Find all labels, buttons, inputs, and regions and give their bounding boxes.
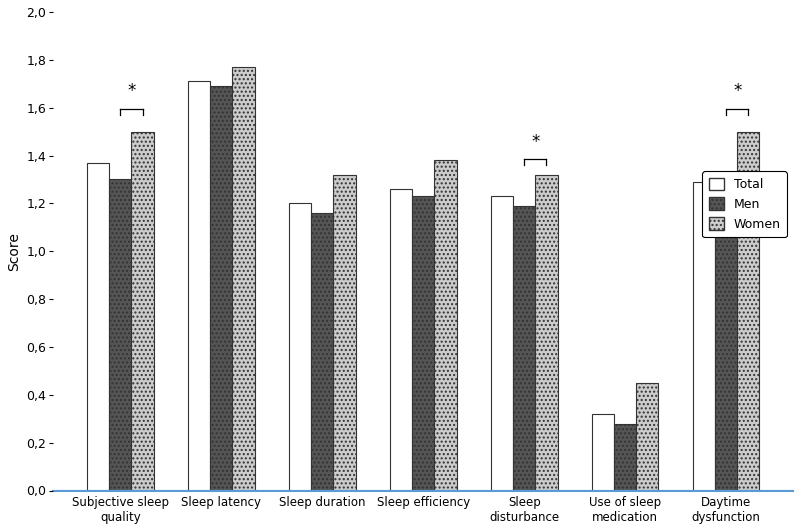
Bar xyxy=(614,424,636,491)
Y-axis label: Score: Score xyxy=(7,232,21,271)
Legend: Total, Men, Women: Total, Men, Women xyxy=(702,172,787,237)
Text: *: * xyxy=(127,82,136,100)
Bar xyxy=(390,189,412,491)
Bar xyxy=(592,414,614,491)
Bar xyxy=(131,132,154,491)
Bar xyxy=(188,81,210,491)
Bar xyxy=(491,196,513,491)
Bar xyxy=(311,213,334,491)
Bar xyxy=(412,196,434,491)
Bar xyxy=(513,205,535,491)
Bar xyxy=(636,383,658,491)
Bar xyxy=(715,205,738,491)
Bar xyxy=(535,175,558,491)
Bar xyxy=(233,67,254,491)
Bar xyxy=(87,162,110,491)
Bar xyxy=(334,175,356,491)
Bar xyxy=(289,203,311,491)
Bar xyxy=(210,86,233,491)
Text: *: * xyxy=(531,133,539,151)
Bar xyxy=(434,160,457,491)
Bar xyxy=(110,179,131,491)
Bar xyxy=(693,182,715,491)
Bar xyxy=(738,132,759,491)
Text: *: * xyxy=(733,82,742,100)
